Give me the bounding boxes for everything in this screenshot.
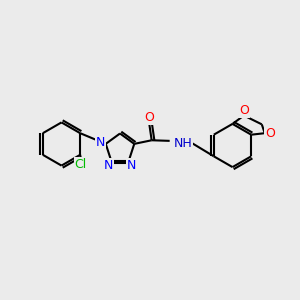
Text: O: O [239, 103, 249, 117]
Text: N: N [96, 136, 105, 149]
Text: Cl: Cl [75, 158, 87, 171]
Text: O: O [265, 127, 275, 140]
Text: N: N [127, 159, 136, 172]
Text: O: O [144, 111, 154, 124]
Text: NH: NH [174, 137, 192, 150]
Text: N: N [103, 159, 113, 172]
